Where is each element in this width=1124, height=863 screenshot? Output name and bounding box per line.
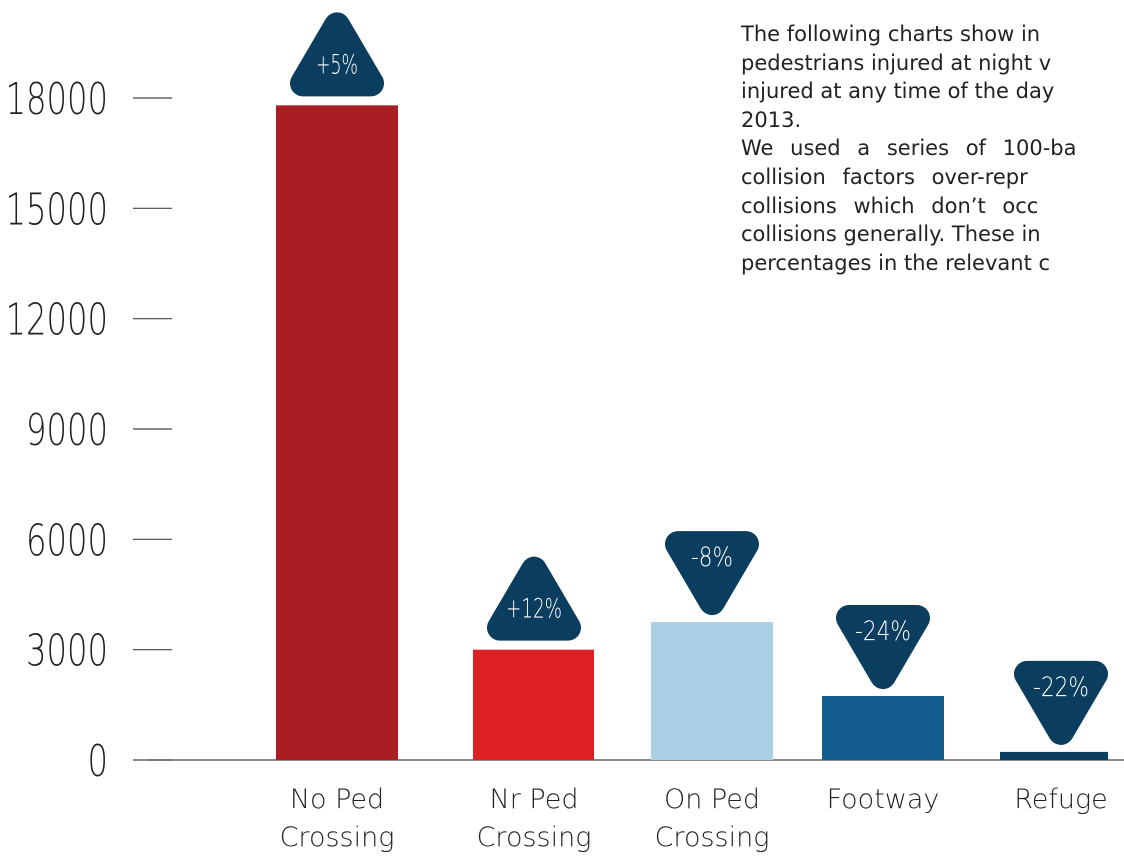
x-tick-label: On Ped Crossing xyxy=(655,784,770,853)
bar xyxy=(473,649,594,760)
y-tick-label: 15000 xyxy=(6,184,109,235)
label-line: Crossing xyxy=(477,822,592,853)
text-line: collision factors over-repr xyxy=(741,164,1028,189)
label-line: Nr Ped xyxy=(490,784,579,815)
description: The following charts show in pedestrians … xyxy=(741,20,1124,277)
badge-label: +5% xyxy=(316,49,358,80)
text-line: 2013. xyxy=(741,107,802,132)
badge-label: -8% xyxy=(691,542,733,573)
badge-label: -24% xyxy=(855,616,911,647)
text-line: collisions generally. These in xyxy=(741,222,1041,247)
x-tick-label: Footway xyxy=(827,784,940,815)
x-tick-label: Nr Ped Crossing xyxy=(477,784,592,853)
label-line: No Ped xyxy=(290,784,384,815)
label-line: On Ped xyxy=(664,784,760,815)
badge xyxy=(665,531,759,616)
text-line: collisions which don’t occ xyxy=(741,193,1039,218)
x-tick-label: Refuge xyxy=(1014,784,1108,815)
badge-label: -22% xyxy=(1033,672,1089,703)
badge-label: +12% xyxy=(506,594,562,625)
badge xyxy=(487,556,581,641)
badge xyxy=(836,605,930,690)
badge xyxy=(290,12,384,97)
bar xyxy=(1000,751,1108,760)
text-line: The following charts show in xyxy=(741,22,1041,46)
y-tick-label: 6000 xyxy=(26,515,108,566)
y-tick-label: 9000 xyxy=(26,405,108,456)
y-tick-label: 3000 xyxy=(26,626,108,677)
text-line: pedestrians injured at night v xyxy=(741,50,1052,75)
bar xyxy=(276,105,398,761)
y-tick-label: 18000 xyxy=(6,74,109,125)
bar xyxy=(822,696,944,760)
label-line: Crossing xyxy=(655,822,770,853)
y-tick-label: 12000 xyxy=(6,295,109,346)
bar xyxy=(651,622,773,760)
y-tick-label: 0 xyxy=(88,736,109,787)
x-tick-label: No Ped Crossing xyxy=(280,784,395,853)
label-line: Crossing xyxy=(280,822,395,853)
text-line: percentages in the relevant c xyxy=(741,250,1051,275)
text-line: injured at any time of the day xyxy=(741,79,1055,104)
text-line: We used a series of 100-ba xyxy=(741,136,1077,161)
badge xyxy=(1014,660,1108,745)
